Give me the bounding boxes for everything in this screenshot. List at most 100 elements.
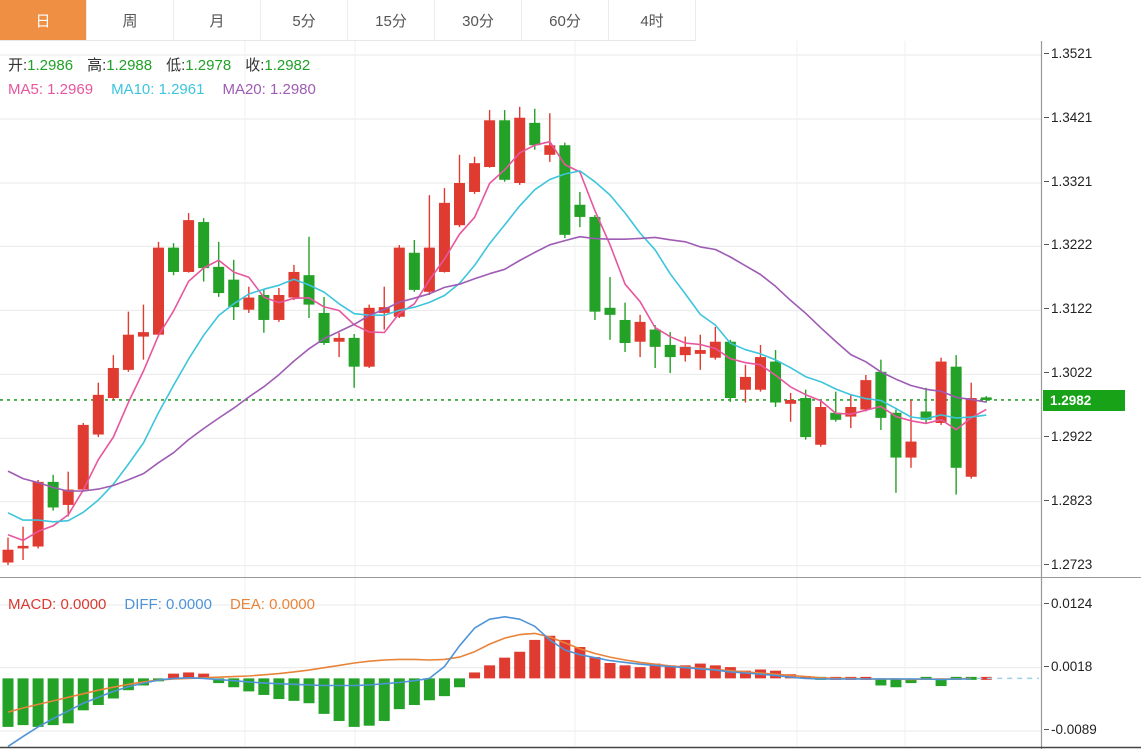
ohlc-value: 1.2982 [264,57,311,74]
axis-tick [1044,603,1049,604]
ohlc-value: 1.2986 [27,57,74,74]
candle-body [92,394,104,435]
candle-body [288,271,300,298]
macd-bar [739,670,751,679]
candle-body [2,549,14,563]
ohlc-value: 1.2988 [106,57,153,74]
axis-tick [1044,563,1049,565]
ma-legend-item: MA10: 1.2961 [111,81,205,98]
macd-bar [243,678,255,692]
macd-bar [619,665,631,679]
macd-bar [875,678,887,686]
candle-body [454,183,465,226]
candle-body [228,279,240,308]
macd-bar [47,678,59,726]
axis-tick [1044,499,1049,501]
axis-tick [1044,665,1049,667]
candle-body [273,295,285,320]
macd-bar [724,667,736,679]
macd-bar [32,678,44,727]
current-price-label: 1.2982 [1043,389,1125,411]
macd-bar [363,678,375,726]
candle-body [890,412,902,458]
price-axis-label: 1.3122 [1044,301,1092,316]
macd-bar [288,678,300,701]
macd-bar [469,672,481,679]
candle-body [694,350,706,354]
candle-body [770,361,782,403]
macd-bar [378,678,390,721]
axis-tick [1044,436,1049,438]
candle-body [679,346,691,356]
macd-bar [785,674,797,679]
ma-legend-item: MA5: 1.2969 [8,81,94,98]
tab-timeframe-0[interactable]: 日 [0,0,87,40]
candle-body [499,120,511,180]
macd-bar [303,678,315,704]
macd-bar [62,678,74,724]
candle-body [77,424,89,490]
candle-body [363,307,375,367]
candle-body [168,247,180,272]
candle-body [408,252,420,290]
candle-body [62,489,74,505]
macd-bar [454,678,465,688]
candle-body [438,202,450,272]
macd-axis-label: 0.0124 [1044,596,1092,611]
macd-bar [514,651,526,679]
price-axis-label: 1.2922 [1044,429,1092,444]
macd-bar [213,678,225,684]
candle-body [755,357,766,390]
macd-legend-item: MACD: 0.0000 [8,596,107,613]
macd-bar [574,647,586,679]
price-axis-label: 1.3521 [1044,46,1092,61]
candle-body [589,216,601,312]
ohlc-legend: 开:1.2986 高:1.2988 低:1.2978 收:1.2982 [8,54,310,75]
candle-body [122,334,134,370]
macd-bar [484,665,496,679]
candle-body [785,399,797,404]
candle-body [198,222,210,269]
price-axis-label: 1.2723 [1044,557,1092,572]
tab-timeframe-7[interactable]: 4时 [609,0,696,40]
tab-timeframe-6[interactable]: 60分 [522,0,609,40]
candle-body [47,481,59,508]
macd-bar [183,672,195,679]
macd-axis-label: 0.0018 [1044,659,1092,674]
tab-timeframe-5[interactable]: 30分 [435,0,522,40]
macd-bar [709,665,721,679]
candle-body [213,266,225,294]
tab-timeframe-2[interactable]: 月 [174,0,261,40]
tab-timeframe-1[interactable]: 周 [87,0,174,40]
candle-body [559,145,571,235]
candle-body [634,321,646,342]
ma20-line [7,235,987,492]
macd-bar [423,678,435,701]
macd-bar [649,663,661,679]
macd-bar [228,678,240,688]
candle-body [905,441,917,458]
candle-body [920,411,932,420]
macd-bar [333,678,345,721]
tab-timeframe-4[interactable]: 15分 [348,0,435,40]
macd-bar [604,662,616,679]
candle-body [258,295,270,320]
macd-bar [107,678,119,699]
candlestick-chart[interactable] [0,41,1141,578]
macd-bar [168,673,180,679]
macd-chart[interactable] [0,578,1141,749]
candle-body [800,398,812,438]
macd-bar [905,678,917,684]
tab-timeframe-3[interactable]: 5分 [261,0,348,40]
candle-body [815,407,827,445]
candle-body [423,247,435,292]
ma5-line [7,140,987,542]
candle-body [965,398,977,477]
candle-body [619,319,631,343]
ohlc-label: 开: [8,57,28,74]
candle-body [845,407,857,417]
candle-body [469,163,481,192]
chart-area[interactable]: 开:1.2986 高:1.2988 低:1.2978 收:1.2982 MA5: 1.… [0,41,1141,749]
candle-body [32,481,44,547]
candle-body [875,371,887,418]
